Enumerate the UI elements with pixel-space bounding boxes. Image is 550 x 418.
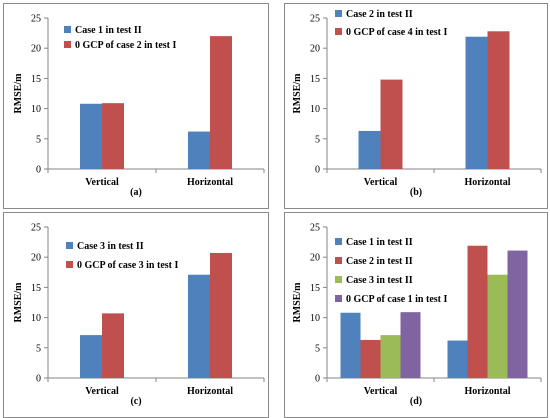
chart-svg-a: 0 5 10 15 20 25 RMSE/m Vertical Horizontal Case 1… bbox=[13, 14, 265, 198]
y-tick-label: 25 bbox=[31, 14, 41, 25]
y-tick-label: 15 bbox=[31, 74, 41, 85]
y-tick-label: 20 bbox=[310, 44, 320, 55]
chart-caption: (c) bbox=[130, 396, 141, 407]
bar bbox=[102, 103, 124, 169]
legend-label: Case 1 in test II bbox=[75, 25, 142, 36]
bar bbox=[360, 339, 381, 378]
chart-caption: (a) bbox=[130, 187, 142, 198]
bar bbox=[188, 274, 210, 378]
chart-panel-a: 0 5 10 15 20 25 RMSE/m Vertical Horizontal Case 1… bbox=[3, 3, 269, 209]
y-tick-label: 15 bbox=[310, 283, 320, 294]
bar bbox=[188, 131, 210, 169]
chart-caption: (b) bbox=[410, 187, 422, 198]
x-category-label: Horizontal bbox=[464, 386, 510, 397]
chart-svg-d: 0 5 10 15 20 25 RMSE/m Vertical Horizontal Case 1… bbox=[292, 223, 542, 407]
bar bbox=[210, 36, 232, 170]
legend-swatch bbox=[64, 26, 71, 33]
x-category-label: Horizontal bbox=[187, 386, 233, 397]
y-tick-label: 25 bbox=[310, 223, 320, 234]
bar bbox=[358, 130, 381, 169]
bar bbox=[80, 103, 102, 169]
legend-label: Case 1 in test II bbox=[346, 237, 413, 248]
chart-svg-c: 0 5 10 15 20 25 RMSE/m Vertical Horizontal Case 3… bbox=[13, 223, 265, 407]
legend-swatch bbox=[335, 10, 342, 17]
y-tick-label: 25 bbox=[31, 223, 41, 234]
y-tick-label: 5 bbox=[315, 343, 320, 354]
y-tick-label: 0 bbox=[315, 165, 320, 176]
bar bbox=[507, 250, 528, 378]
y-tick-label: 15 bbox=[31, 283, 41, 294]
x-category-label: Horizontal bbox=[464, 177, 510, 188]
chart-caption: (d) bbox=[410, 396, 422, 407]
legend-label: 0 GCP of case 1 in test I bbox=[346, 294, 447, 305]
bar bbox=[465, 36, 488, 169]
bar bbox=[102, 313, 124, 378]
y-tick-label: 10 bbox=[31, 313, 41, 324]
y-axis-label: RMSE/m bbox=[292, 73, 303, 114]
bar bbox=[467, 245, 488, 378]
legend-swatch bbox=[335, 295, 342, 302]
legend-label: Case 2 in test II bbox=[346, 9, 413, 20]
legend-swatch bbox=[66, 242, 73, 249]
y-axis-label: RMSE/m bbox=[292, 282, 303, 323]
bar bbox=[380, 79, 403, 169]
legend-label: 0 GCP of case 2 in test I bbox=[75, 40, 176, 51]
chart-panel-d: 0 5 10 15 20 25 RMSE/m Vertical Horizontal Case 1… bbox=[284, 212, 548, 418]
y-tick-label: 0 bbox=[36, 165, 41, 176]
y-tick-label: 20 bbox=[310, 253, 320, 264]
y-tick-label: 0 bbox=[36, 374, 41, 385]
legend-swatch bbox=[335, 257, 342, 264]
x-category-label: Vertical bbox=[85, 177, 119, 188]
x-category-label: Horizontal bbox=[187, 177, 233, 188]
y-tick-label: 5 bbox=[36, 134, 41, 145]
legend-label: Case 2 in test II bbox=[346, 256, 413, 267]
legend-swatch bbox=[64, 41, 71, 48]
y-tick-label: 10 bbox=[310, 313, 320, 324]
bar bbox=[340, 312, 361, 378]
y-tick-label: 15 bbox=[310, 74, 320, 85]
legend-label: 0 GCP of case 4 in test I bbox=[346, 27, 447, 38]
y-tick-label: 20 bbox=[31, 44, 41, 55]
chart-panel-b: 0 5 10 15 20 25 RMSE/m Vertical Horizontal Case 2… bbox=[284, 3, 548, 209]
bar bbox=[400, 312, 421, 378]
y-tick-label: 25 bbox=[310, 14, 320, 25]
y-tick-label: 0 bbox=[315, 374, 320, 385]
bar bbox=[210, 252, 232, 378]
y-tick-label: 5 bbox=[36, 343, 41, 354]
x-category-label: Vertical bbox=[85, 386, 119, 397]
y-tick-label: 10 bbox=[310, 104, 320, 115]
legend-swatch bbox=[335, 238, 342, 245]
y-axis-label: RMSE/m bbox=[13, 73, 24, 114]
legend-label: 0 GCP of case 3 in test I bbox=[77, 260, 178, 271]
y-axis-label: RMSE/m bbox=[13, 282, 24, 323]
legend-label: Case 3 in test II bbox=[346, 275, 413, 286]
legend-swatch bbox=[335, 28, 342, 35]
y-tick-label: 20 bbox=[31, 253, 41, 264]
bar bbox=[80, 335, 102, 378]
bar bbox=[447, 340, 468, 378]
chart-panel-c: 0 5 10 15 20 25 RMSE/m Vertical Horizontal Case 3… bbox=[3, 212, 269, 418]
legend-label: Case 3 in test II bbox=[77, 241, 144, 252]
bar bbox=[380, 335, 401, 378]
legend-swatch bbox=[335, 276, 342, 283]
legend-swatch bbox=[66, 261, 73, 268]
bar bbox=[487, 31, 510, 170]
chart-svg-b: 0 5 10 15 20 25 RMSE/m Vertical Horizontal Case 2… bbox=[292, 9, 542, 198]
bar bbox=[487, 274, 508, 378]
x-category-label: Vertical bbox=[364, 386, 398, 397]
y-tick-label: 10 bbox=[31, 104, 41, 115]
x-category-label: Vertical bbox=[364, 177, 398, 188]
y-tick-label: 5 bbox=[315, 134, 320, 145]
